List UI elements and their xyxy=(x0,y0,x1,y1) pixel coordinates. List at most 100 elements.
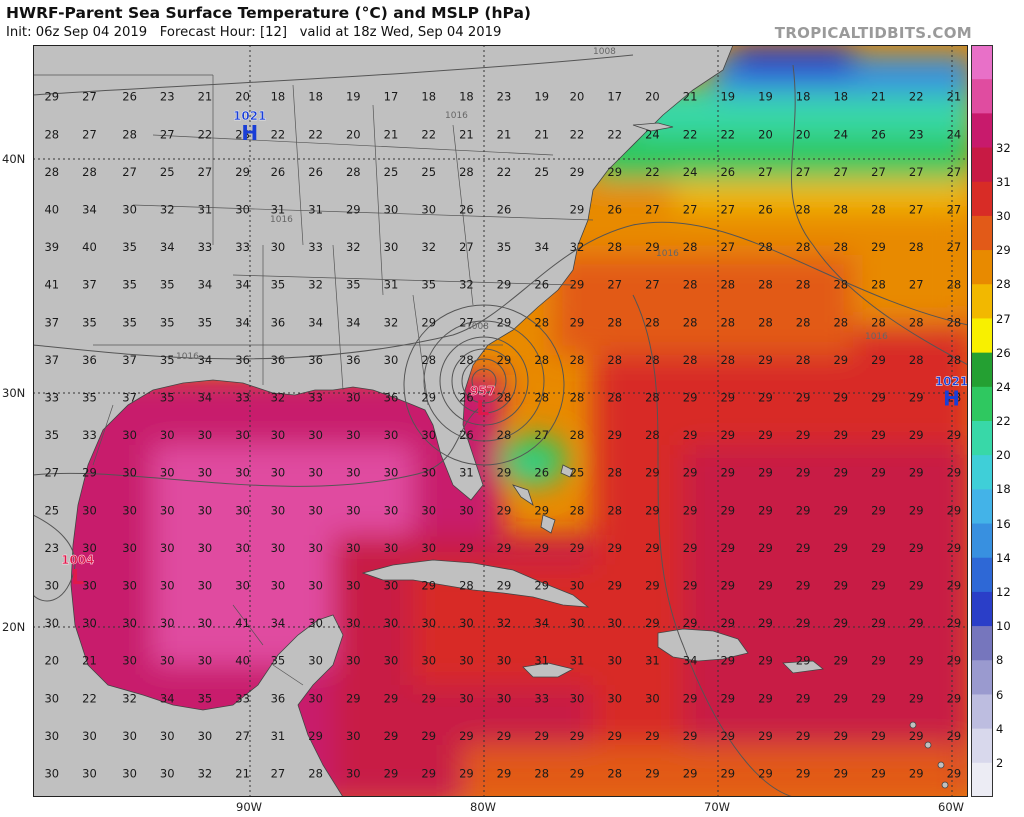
sst-value-label: 28 xyxy=(796,278,811,292)
sst-value-label: 29 xyxy=(758,767,773,781)
sst-value-label: 30 xyxy=(346,729,361,743)
sst-value-label: 28 xyxy=(570,503,585,517)
sst-value-label: 30 xyxy=(384,503,399,517)
sst-value-label: 31 xyxy=(198,203,213,217)
sst-value-label: 29 xyxy=(683,691,698,705)
sst-value-label: 35 xyxy=(346,278,361,292)
sst-value-label: 30 xyxy=(570,691,585,705)
sst-value-label: 22 xyxy=(82,691,97,705)
sst-value-label: 28 xyxy=(534,391,549,405)
sst-value-label: 29 xyxy=(421,579,436,593)
sst-value-label: 28 xyxy=(645,428,660,442)
sst-value-label: 28 xyxy=(534,353,549,367)
sst-value-label: 30 xyxy=(271,428,286,442)
sst-value-label: 24 xyxy=(833,127,848,141)
sst-value-label: 27 xyxy=(909,165,924,179)
sst-value-label: 29 xyxy=(720,767,735,781)
sst-value-label: 29 xyxy=(720,391,735,405)
sst-value-label: 28 xyxy=(871,203,886,217)
sst-value-label: 29 xyxy=(421,729,436,743)
sst-value-label: 30 xyxy=(82,767,97,781)
sst-value-label: 29 xyxy=(720,466,735,480)
sst-value-label: 29 xyxy=(909,466,924,480)
sst-value-label: 30 xyxy=(235,203,250,217)
sst-value-label: 29 xyxy=(796,691,811,705)
sst-value-label: 29 xyxy=(871,767,886,781)
sst-value-label: 41 xyxy=(235,616,250,630)
sst-value-label: 30 xyxy=(384,240,399,254)
sst-value-label: 29 xyxy=(871,654,886,668)
isobar-label: 1016 xyxy=(270,215,293,225)
site-brand[interactable]: TROPICALTIDBITS.COM xyxy=(774,24,972,42)
sst-value-label: 29 xyxy=(758,503,773,517)
sst-value-label: 30 xyxy=(346,503,361,517)
sst-value-label: 29 xyxy=(607,428,622,442)
sst-value-label: 29 xyxy=(758,391,773,405)
sst-value-label: 30 xyxy=(308,466,323,480)
sst-value-label: 30 xyxy=(122,579,137,593)
colorbar-swatch xyxy=(971,762,993,797)
sst-value-label: 30 xyxy=(346,579,361,593)
sst-value-label: 28 xyxy=(833,278,848,292)
sst-value-label: 29 xyxy=(909,579,924,593)
colorbar-label: 2 xyxy=(996,755,1004,770)
sst-value-label: 27 xyxy=(833,165,848,179)
latlon-grid xyxy=(33,45,968,797)
colorbar-label: 31 xyxy=(996,174,1011,189)
sst-value-label: 29 xyxy=(871,391,886,405)
sst-value-label: 28 xyxy=(122,127,137,141)
sst-value-label: 30 xyxy=(160,503,175,517)
sst-value-label: 30 xyxy=(82,729,97,743)
sst-value-label: 29 xyxy=(534,503,549,517)
sst-value-label: 29 xyxy=(346,203,361,217)
sst-value-label: 30 xyxy=(607,654,622,668)
isobar-label: 1016 xyxy=(656,249,679,259)
low-pressure-marker: L xyxy=(476,396,489,420)
sst-value-label: 26 xyxy=(758,203,773,217)
sst-value-label: 32 xyxy=(122,691,137,705)
sst-value-label: 34 xyxy=(160,240,175,254)
pressure-center-value: 1021 xyxy=(935,375,968,389)
sst-value-label: 29 xyxy=(909,428,924,442)
sst-value-label: 22 xyxy=(607,127,622,141)
sst-value-label: 30 xyxy=(346,767,361,781)
sst-value-label: 20 xyxy=(235,90,250,104)
sst-value-label: 27 xyxy=(271,767,286,781)
sst-value-label: 34 xyxy=(534,240,549,254)
colorbar-swatch xyxy=(971,523,993,559)
sst-value-label: 28 xyxy=(683,315,698,329)
colorbar-border xyxy=(971,45,993,797)
sst-value-label: 24 xyxy=(683,165,698,179)
sst-value-label: 30 xyxy=(459,691,474,705)
sst-value-label: 33 xyxy=(235,240,250,254)
sst-value-label: 30 xyxy=(570,579,585,593)
sst-value-label: 30 xyxy=(160,579,175,593)
sst-value-label: 28 xyxy=(645,353,660,367)
sst-value-label: 27 xyxy=(909,278,924,292)
sst-value-label: 29 xyxy=(645,729,660,743)
sst-value-label: 25 xyxy=(421,165,436,179)
sst-value-label: 29 xyxy=(909,616,924,630)
sst-value-label: 28 xyxy=(44,165,59,179)
sst-value-label: 30 xyxy=(384,428,399,442)
sst-value-label: 29 xyxy=(235,165,250,179)
sst-value-label: 28 xyxy=(909,240,924,254)
sst-value-label: 29 xyxy=(871,541,886,555)
sst-value-label: 22 xyxy=(308,127,323,141)
colorbar-swatch xyxy=(971,284,993,319)
colorbar-label: 18 xyxy=(996,482,1011,497)
sst-value-label: 35 xyxy=(198,315,213,329)
sst-value-label: 34 xyxy=(683,654,698,668)
colorbar-label: 27 xyxy=(996,311,1011,326)
sst-value-label: 39 xyxy=(44,240,59,254)
sst-value-label: 29 xyxy=(534,541,549,555)
colorbar-swatch xyxy=(971,113,993,149)
colorbar-swatch xyxy=(971,455,993,490)
sst-value-label: 30 xyxy=(198,616,213,630)
sst-value-label: 28 xyxy=(683,240,698,254)
sst-value-label: 31 xyxy=(534,654,549,668)
sst-value-label: 28 xyxy=(796,240,811,254)
sst-value-label: 29 xyxy=(909,391,924,405)
sst-value-label: 29 xyxy=(947,691,962,705)
sst-value-label: 27 xyxy=(198,165,213,179)
